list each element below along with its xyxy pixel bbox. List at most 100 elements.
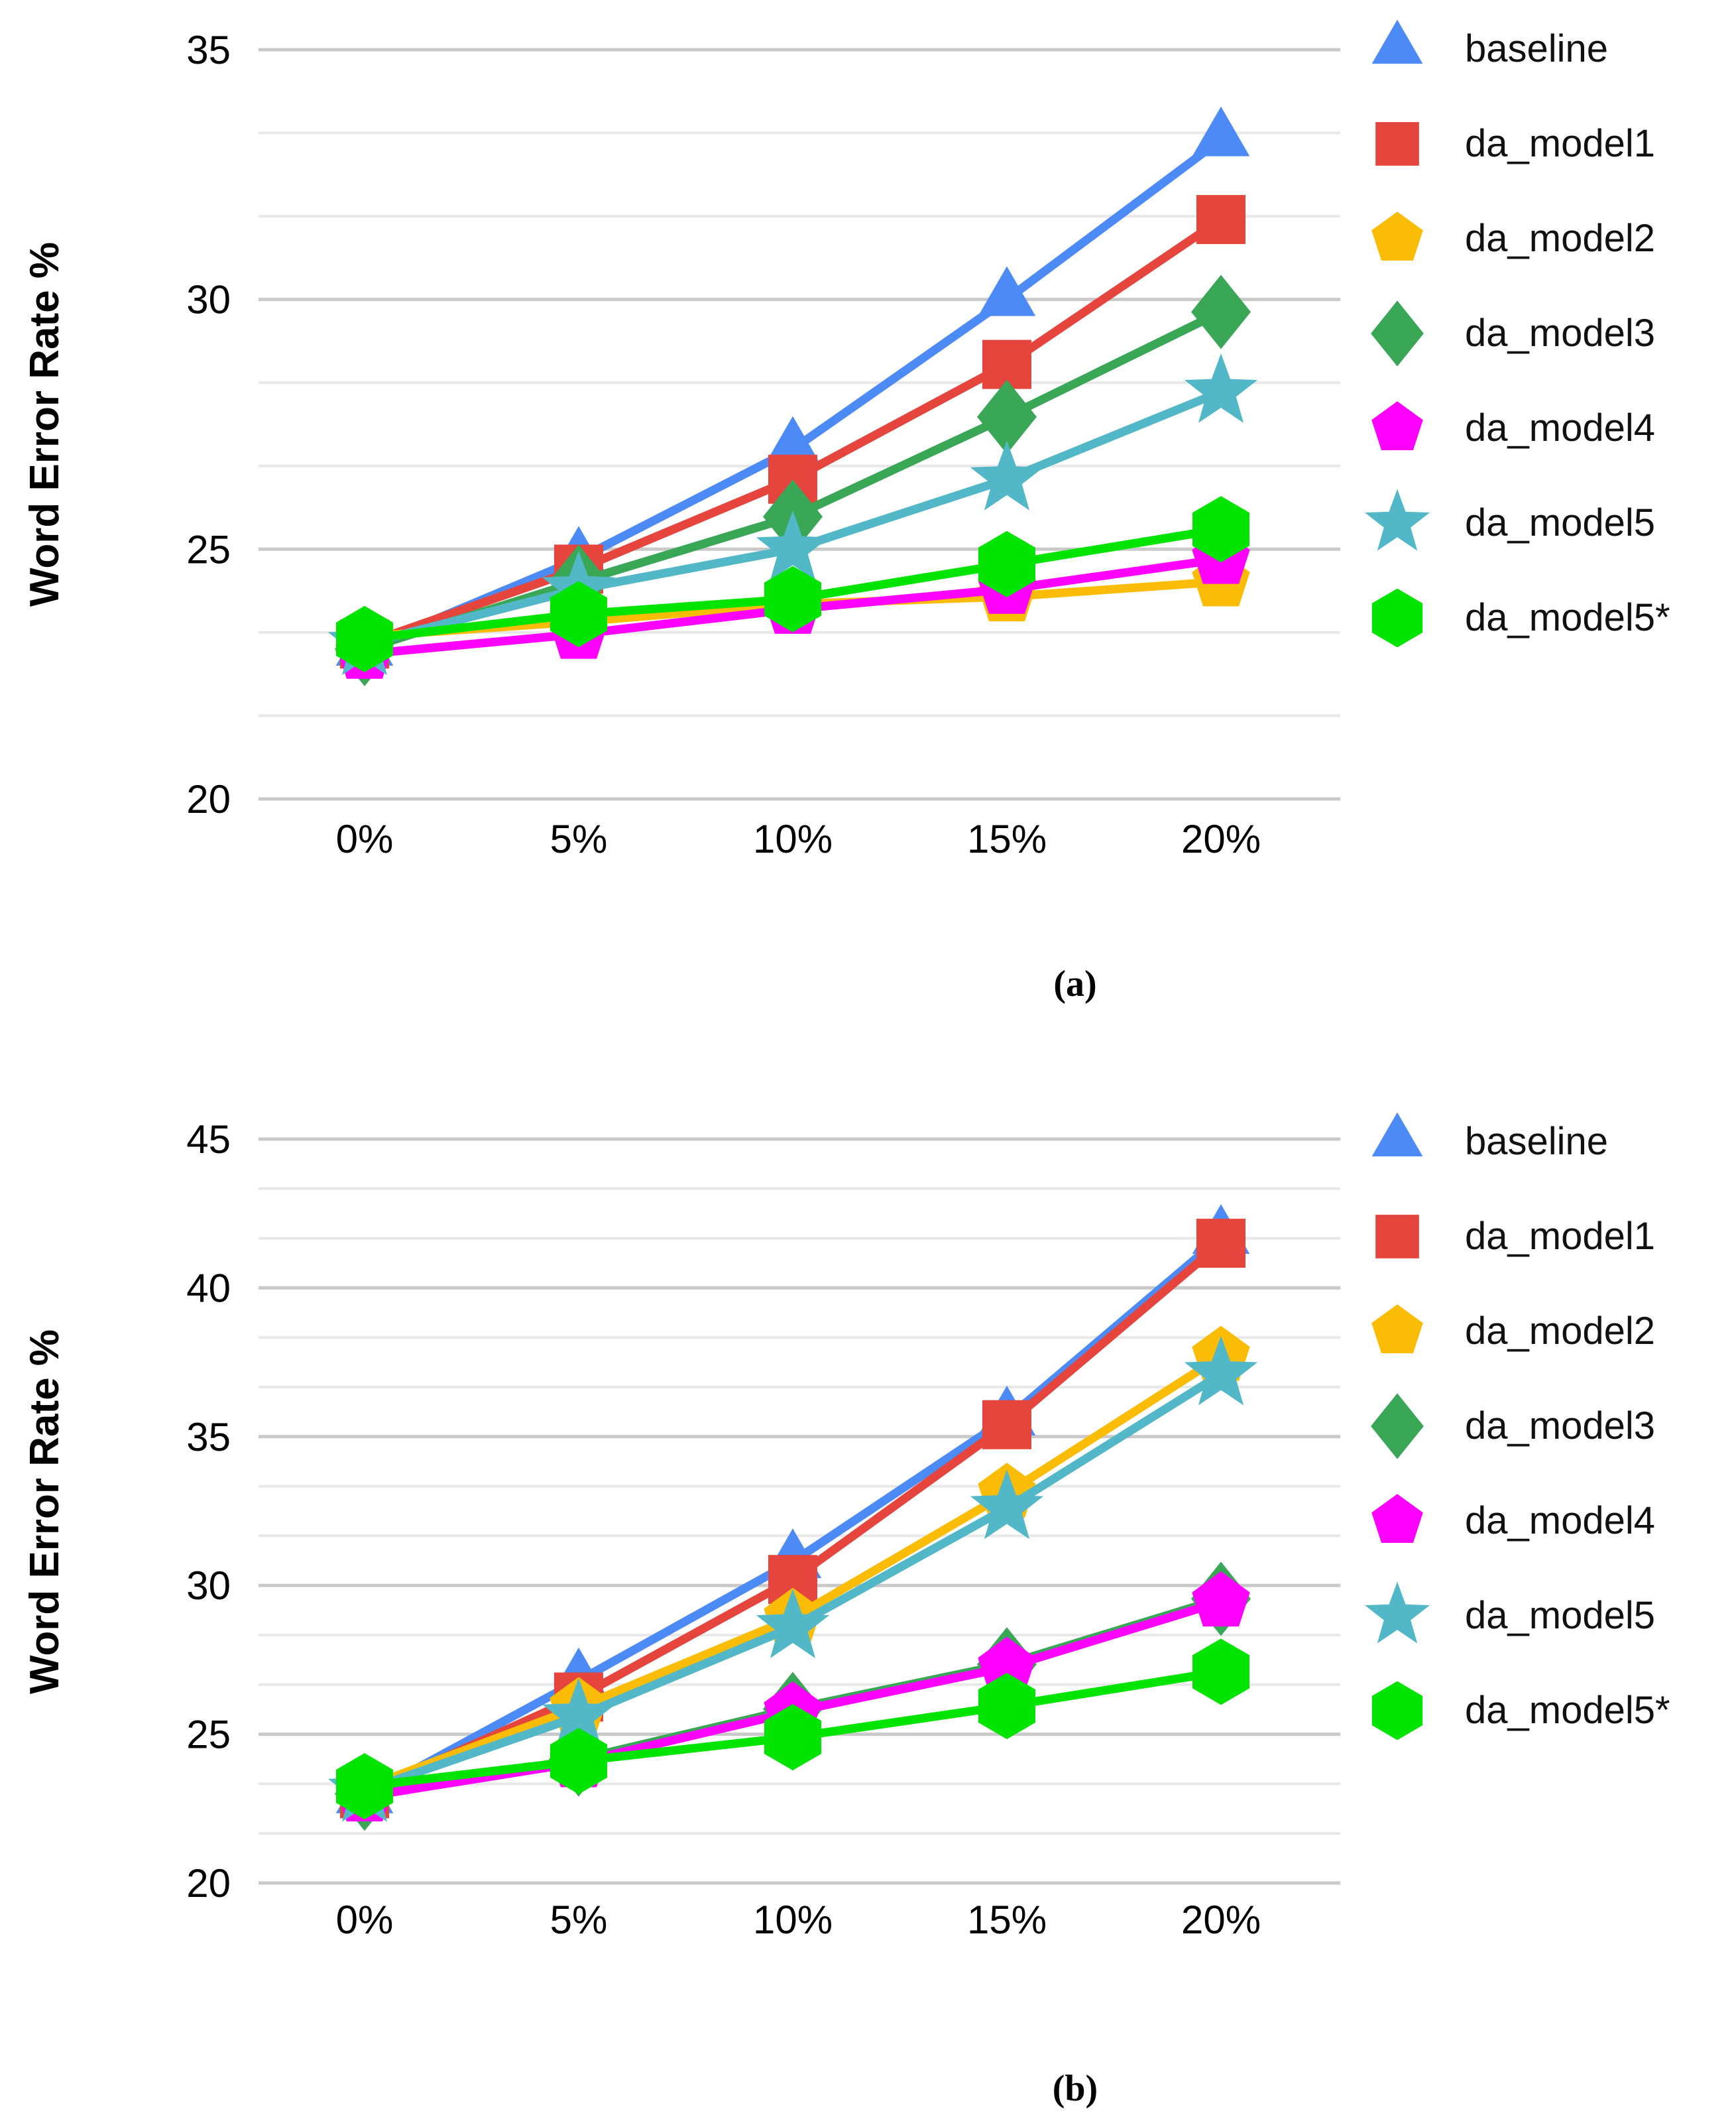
legend-item-da_model4: da_model4 [1358,1473,1729,1568]
data-point-da_model3-15% [977,379,1037,454]
data-point-da_model5-10% [756,511,830,581]
data-point-da_model5-10% [756,1589,830,1658]
square-icon [1358,1200,1437,1273]
legend-label: da_model4 [1465,406,1655,450]
y-tick-label: 20 [186,777,231,821]
data-point-da_model5*-0% [336,1753,393,1820]
y-axis-tick-labels: 20 25 30 35 [186,28,231,821]
data-point-da_model5*-0% [336,605,393,672]
x-axis-tick-labels: 0% 5% 10% 15% 20% [336,1898,1261,1942]
major-gridlines [259,48,1340,801]
legend-a: baseline da_model1 da_model2 da_model3 da_mo… [1358,1,1729,665]
data-point-da_model5-5% [542,1677,616,1748]
legend-label: baseline [1465,1120,1609,1163]
hexagon-icon [1358,581,1437,654]
y-tick-label: 20 [186,1861,231,1906]
x-tick-label: 10% [753,1898,833,1942]
y-tick-label: 30 [186,278,231,322]
triangle-icon [1358,1105,1437,1178]
legend-label: baseline [1465,27,1609,70]
data-point-da_model5-20% [1184,1335,1258,1406]
data-point-da_model1-15% [982,1400,1031,1449]
x-tick-label: 0% [336,1898,394,1942]
data-point-da_model4-20% [1192,1571,1250,1627]
y-tick-label: 45 [186,1117,231,1162]
legend-label: da_model5* [1465,596,1670,639]
data-point-da_model5*-20% [1192,1638,1249,1705]
legend-item-da_model5*: da_model5* [1358,1663,1729,1758]
data-point-da_model1-15% [982,339,1031,389]
data-point-baseline-10% [764,416,822,466]
x-tick-label: 20% [1181,1898,1261,1942]
x-tick-label: 10% [753,817,833,861]
legend-item-da_model1: da_model1 [1358,96,1729,191]
legend-label: da_model5 [1465,501,1655,544]
legend-item-baseline: baseline [1358,1,1729,96]
legend-label: da_model2 [1465,217,1655,260]
data-point-da_model5*-15% [978,530,1035,597]
legend-item-da_model2: da_model2 [1358,1284,1729,1378]
y-axis-title-b: Word Error Rate % [22,1329,68,1695]
x-tick-label: 15% [967,817,1047,861]
chart-a: 20 25 30 35 0% 5% 10% 15% 20% [186,28,1340,861]
pentagon-icon [1358,202,1437,275]
legend-label: da_model2 [1465,1309,1655,1353]
star-icon [1358,487,1437,560]
legend-item-da_model4: da_model4 [1358,381,1729,475]
data-point-da_model1-10% [768,454,817,504]
legend-item-da_model2: da_model2 [1358,191,1729,286]
y-tick-label: 25 [186,1713,231,1757]
x-tick-label: 5% [550,817,608,861]
pentagon-icon [1358,1295,1437,1368]
legend-label: da_model3 [1465,1404,1655,1447]
legend-item-baseline: baseline [1358,1094,1729,1189]
data-point-da_model1-20% [1196,195,1245,245]
star-icon [1358,1579,1437,1652]
pentagon-icon [1358,392,1437,465]
square-icon [1358,107,1437,180]
panel-label-a: (a) [1053,963,1097,1004]
diamond-icon [1358,1390,1437,1463]
legend-item-da_model3: da_model3 [1358,1378,1729,1473]
y-tick-label: 35 [186,1415,231,1459]
y-axis-title-a: Word Error Rate % [22,241,68,607]
y-axis-tick-labels: 20 25 30 35 40 45 [186,1117,231,1906]
y-tick-label: 35 [186,28,231,72]
diamond-icon [1358,297,1437,370]
x-tick-label: 15% [967,1898,1047,1942]
data-point-da_model5*-15% [978,1673,1035,1739]
data-point-da_model5-20% [1184,353,1258,423]
triangle-icon [1358,13,1437,86]
legend-label: da_model1 [1465,1215,1655,1258]
legend-label: da_model3 [1465,312,1655,355]
legend-label: da_model5 [1465,1594,1655,1637]
x-tick-label: 0% [336,817,394,861]
legend-label: da_model1 [1465,122,1655,165]
y-tick-label: 25 [186,527,231,572]
data-point-da_model5*-10% [764,566,821,633]
legend-item-da_model5*: da_model5* [1358,570,1729,665]
data-point-da_model3-20% [1191,274,1251,349]
legend-item-da_model5: da_model5 [1358,475,1729,570]
legend-item-da_model5: da_model5 [1358,1568,1729,1663]
panel-label-b: (b) [1052,2068,1098,2109]
hexagon-icon [1358,1674,1437,1747]
data-point-da_model5-15% [970,440,1044,511]
y-tick-label: 40 [186,1266,231,1310]
data-point-baseline-20% [1192,106,1250,156]
series-da_model5* [336,1638,1249,1820]
chart-b: 20 25 30 35 40 45 0% 5% 10% 15% 20% [186,1117,1340,1942]
data-point-da_model4-15% [978,1636,1036,1692]
data-point-da_model5*-5% [550,1728,607,1794]
legend-item-da_model3: da_model3 [1358,286,1729,381]
data-point-da_model5*-10% [764,1704,821,1771]
data-point-baseline-15% [978,266,1036,316]
data-point-da_model5-15% [970,1469,1044,1540]
data-point-da_model5*-5% [550,581,607,648]
legend-label: da_model4 [1465,1499,1655,1542]
major-gridlines [259,1137,1340,1885]
data-point-da_model5*-20% [1192,496,1249,563]
x-tick-label: 20% [1181,817,1261,861]
x-tick-label: 5% [550,1898,608,1942]
